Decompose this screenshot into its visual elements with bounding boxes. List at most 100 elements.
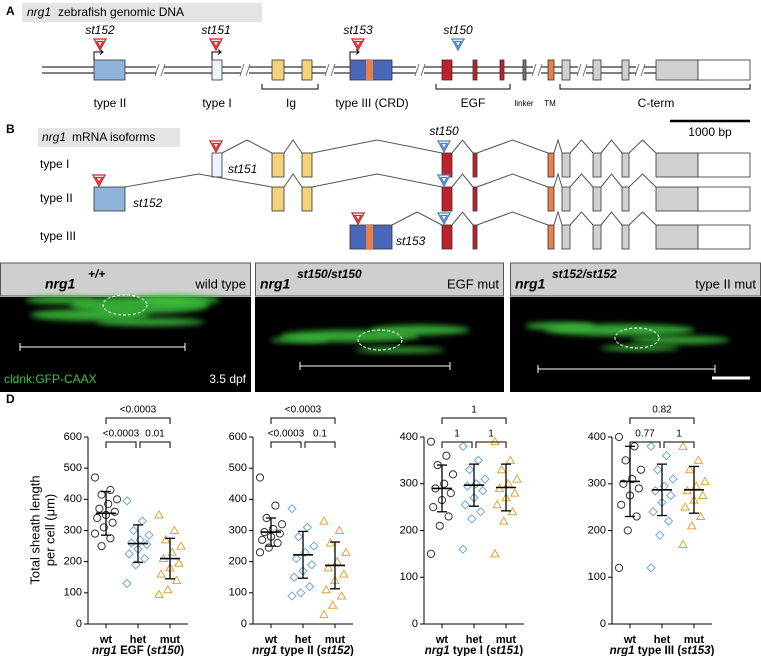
p-value: <0.0003	[268, 429, 305, 440]
data-point	[684, 464, 695, 474]
chart-title: nrg1 type II (st152)	[252, 645, 354, 656]
break-gap	[416, 64, 424, 76]
data-point	[287, 503, 297, 514]
p-value: <0.0003	[285, 405, 322, 416]
allele-label: st152	[133, 196, 163, 210]
significance-bracket	[270, 417, 336, 424]
intron	[628, 211, 657, 226]
intron	[569, 211, 594, 226]
y-tick-label: 0	[76, 618, 82, 630]
data-point	[490, 436, 500, 446]
data-point	[663, 516, 674, 526]
data-point	[426, 437, 436, 446]
condition: EGF mut	[447, 276, 499, 291]
data-point	[435, 521, 444, 530]
data-point	[126, 538, 137, 548]
data-point	[106, 485, 115, 495]
exon	[441, 152, 453, 178]
exon	[697, 224, 751, 250]
p-value: 1	[454, 429, 460, 440]
exon-crd	[366, 60, 373, 80]
data-point	[112, 495, 122, 504]
data-point	[289, 572, 299, 582]
data-point	[309, 541, 319, 551]
exon	[301, 152, 313, 178]
exon	[655, 224, 699, 250]
data-point	[655, 530, 665, 540]
image-header	[255, 262, 504, 297]
p-value: 1	[488, 429, 494, 440]
intron	[553, 210, 563, 226]
data-point	[462, 481, 473, 491]
p-value: 0.82	[652, 405, 672, 416]
data-point	[277, 520, 287, 529]
data-point	[338, 569, 349, 578]
data-point	[93, 513, 102, 523]
data-point	[695, 511, 706, 520]
intron	[600, 173, 623, 188]
allele-arrow	[350, 38, 366, 52]
region-label: EGF	[461, 96, 486, 110]
cell-body-outline	[614, 327, 660, 349]
title-part: EGF (	[117, 645, 151, 656]
x-tick-label: wt	[435, 634, 449, 646]
title-part: st151	[490, 645, 519, 656]
allele-label: st150	[429, 124, 459, 138]
data-point	[95, 504, 104, 513]
y-tick-label: 400	[400, 431, 418, 443]
tss-arrow	[349, 49, 360, 60]
title-part: nrg1	[92, 645, 117, 656]
data-point	[678, 441, 688, 450]
significance-bracket	[475, 441, 507, 448]
region-label: Ig	[286, 96, 296, 110]
data-point	[271, 501, 280, 510]
x-tick-label: het	[295, 634, 312, 646]
data-point	[464, 465, 475, 475]
allele-arrow	[208, 38, 224, 52]
exon	[592, 224, 602, 250]
gene-name: nrg1	[27, 5, 51, 19]
significance-bracket	[139, 441, 171, 448]
y-tick-label: 400	[588, 431, 606, 443]
title-part: type I (	[450, 645, 490, 656]
data-point	[154, 589, 164, 598]
data-point	[426, 549, 436, 558]
allele-label: st150	[443, 23, 473, 37]
intron	[628, 173, 657, 188]
title-part: st152	[321, 645, 351, 656]
data-point	[323, 562, 334, 572]
condition: wild type	[194, 276, 246, 291]
exon	[621, 224, 630, 250]
data-point	[490, 548, 500, 558]
data-point	[319, 516, 329, 525]
break-gap	[636, 64, 644, 76]
data-point	[255, 473, 265, 482]
y-tick-label: 500	[229, 462, 247, 474]
exon	[592, 59, 602, 81]
data-point	[287, 591, 297, 601]
cell-body-outline	[357, 329, 403, 351]
break-gap	[533, 64, 541, 76]
x-tick-label: mut	[160, 634, 181, 646]
data-point	[446, 489, 455, 498]
data-point	[458, 544, 468, 554]
data-point	[442, 451, 451, 460]
break-mark	[531, 63, 543, 77]
exon	[211, 59, 223, 81]
region-label: type I	[202, 96, 231, 110]
y-tick-label: 0	[412, 618, 418, 630]
intron	[311, 139, 443, 154]
data-point	[475, 507, 486, 517]
genotype: st150/st150	[297, 267, 362, 281]
exon	[499, 59, 505, 81]
data-point	[693, 455, 704, 464]
data-point	[142, 539, 152, 550]
micrograph	[255, 297, 504, 392]
intron	[124, 173, 273, 188]
intron	[451, 173, 474, 188]
data-point	[648, 507, 658, 517]
exon	[93, 186, 126, 212]
p-value: <0.0003	[103, 429, 140, 440]
data-point	[458, 441, 468, 452]
region-label: TM	[544, 99, 556, 108]
